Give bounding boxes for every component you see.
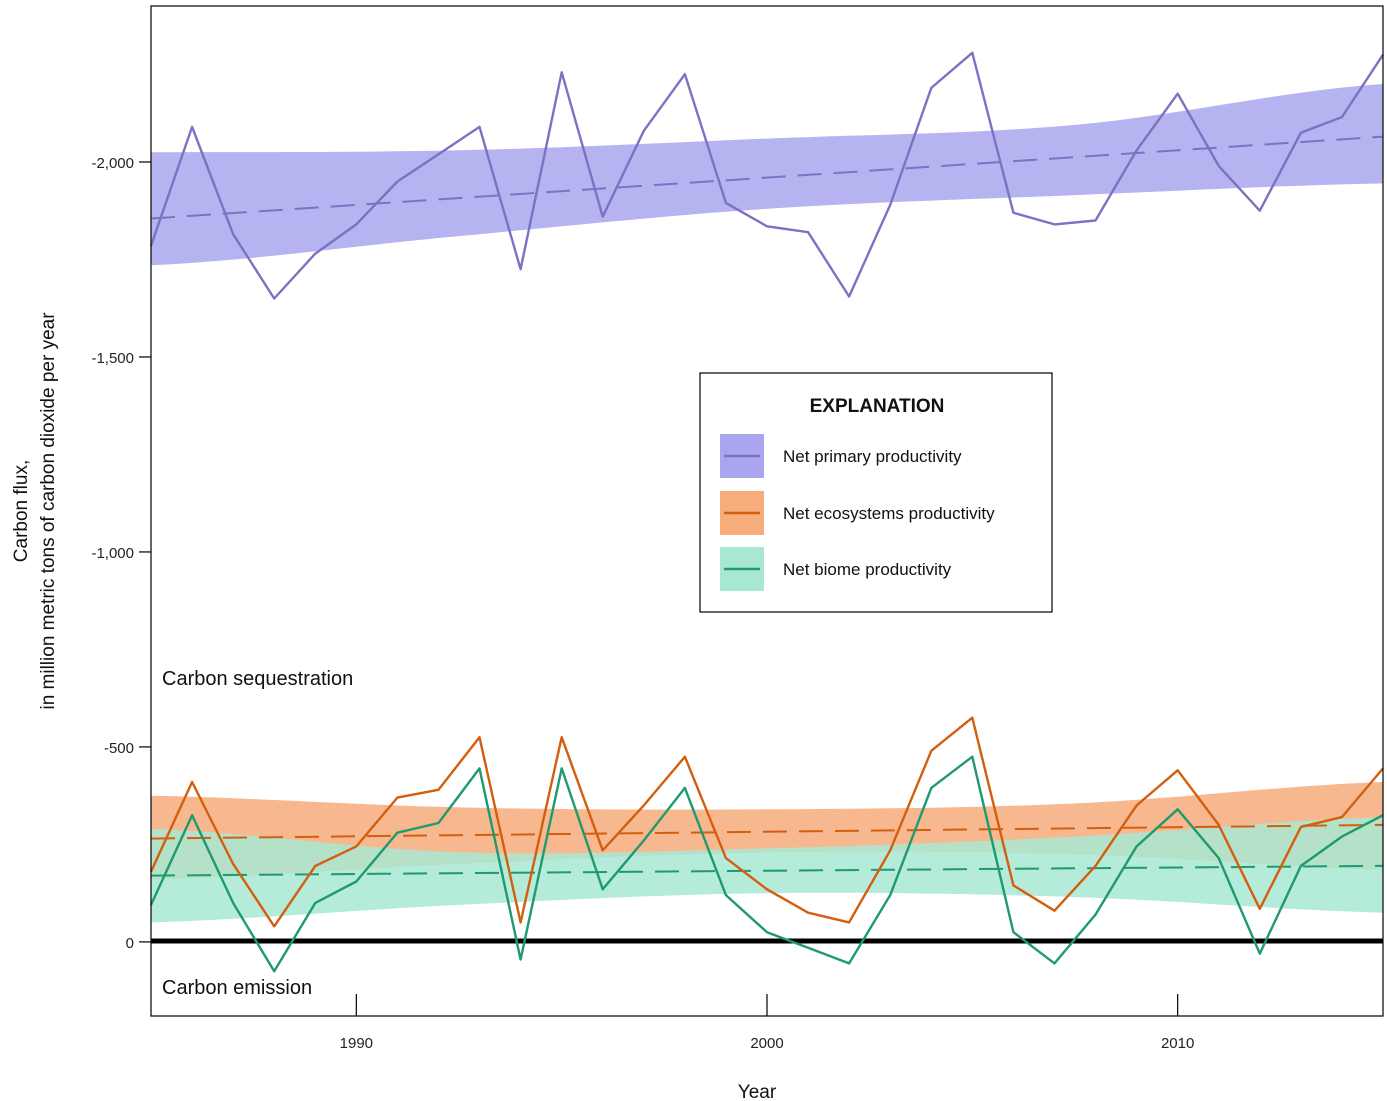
legend-item-net-biome-productivity: Net biome productivity [720, 547, 952, 591]
legend-label: Net ecosystems productivity [783, 504, 995, 523]
x-axis-ticks: 1990 2000 2010 [340, 994, 1194, 1052]
legend-items: Net primary productivity Net ecosystems p… [720, 434, 995, 591]
x-tick-label: 2000 [750, 1035, 783, 1052]
net-ecosystems-productivity-trend-line [150, 823, 1384, 840]
legend-item-net-primary-productivity: Net primary productivity [720, 434, 962, 478]
net-primary-productivity-band [151, 84, 1383, 266]
legend-label: Net primary productivity [783, 447, 962, 466]
net-biome-productivity-line [149, 755, 1384, 973]
y-axis-title-line-2: in million metric tons of carbon dioxide… [38, 312, 59, 710]
y-tick-label: -1,500 [91, 350, 134, 367]
legend-item-net-ecosystems-productivity: Net ecosystems productivity [720, 491, 995, 535]
net-ecosystems-productivity-line [149, 716, 1384, 928]
y-tick-label: -1,000 [91, 545, 134, 562]
y-tick-label: 0 [126, 935, 134, 952]
y-tick-label: -2,000 [91, 155, 134, 172]
trend-lines [150, 135, 1384, 877]
y-axis-title: Carbon flux, in million metric tons of c… [11, 312, 59, 710]
net-biome-productivity-trend-line [150, 864, 1384, 877]
legend-title: EXPLANATION [810, 396, 945, 417]
x-axis-title: Year [738, 1082, 777, 1101]
annotation-sequestration: Carbon sequestration [162, 668, 353, 690]
y-axis-ticks: -2,000 -1,500 -1,000 -500 0 [91, 155, 151, 952]
net-primary-productivity-trend-line [150, 135, 1384, 220]
series-lines [149, 51, 1385, 973]
x-tick-label: 1990 [340, 1035, 373, 1052]
annotation-emission: Carbon emission [162, 977, 312, 999]
legend: EXPLANATION Net primary productivityNet … [699, 372, 1053, 613]
net-primary-productivity-line [149, 51, 1385, 300]
legend-label: Net biome productivity [783, 560, 952, 579]
x-tick-label: 2010 [1161, 1035, 1194, 1052]
y-axis-title-line-1: Carbon flux, [11, 460, 32, 562]
y-tick-label: -500 [104, 740, 134, 757]
